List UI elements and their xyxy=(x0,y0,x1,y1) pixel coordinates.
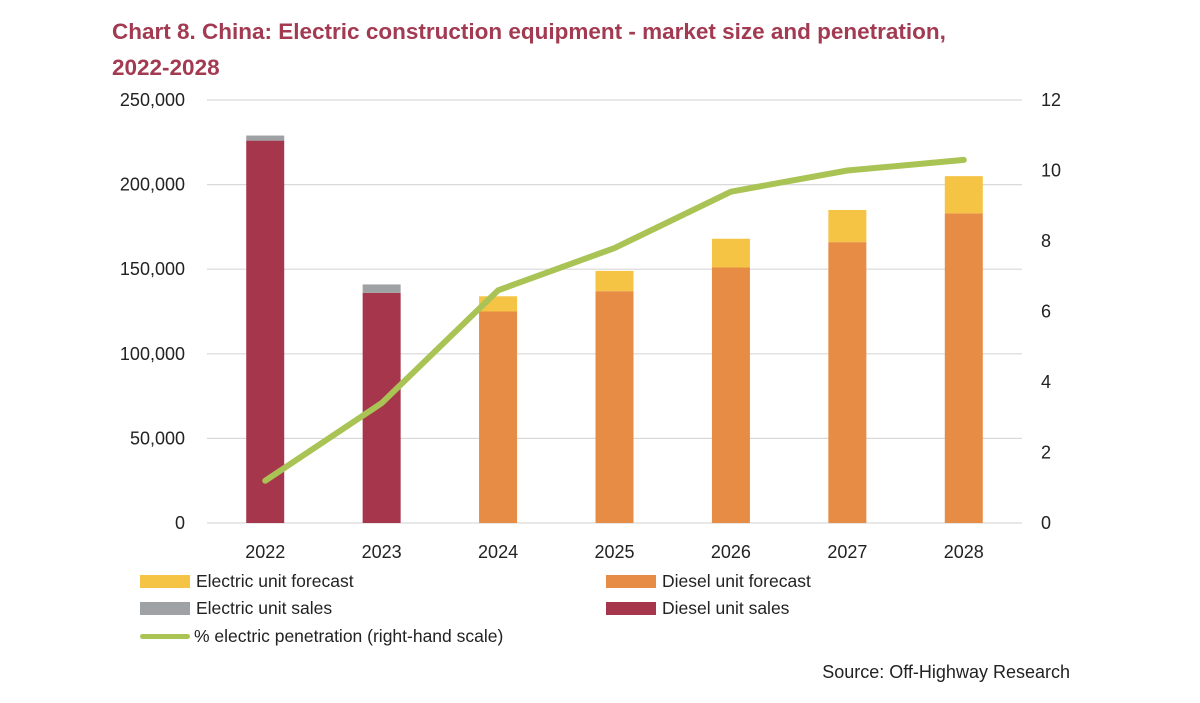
legend-item-diesel-forecast: Diesel unit forecast xyxy=(606,571,811,592)
bar-electric-unit-forecast xyxy=(595,270,634,292)
x-tick-label: 2022 xyxy=(245,542,285,560)
y-right-tick-label: 4 xyxy=(1041,372,1051,392)
y-left-tick-label: 50,000 xyxy=(130,428,185,448)
legend-swatch-penetration-line xyxy=(140,634,190,639)
y-right-tick-label: 6 xyxy=(1041,302,1051,322)
y-right-tick-label: 12 xyxy=(1041,90,1061,110)
chart-title: Chart 8. China: Electric construction eq… xyxy=(112,14,1112,86)
penetration-point xyxy=(381,402,383,404)
penetration-point xyxy=(497,289,499,291)
x-tick-label: 2026 xyxy=(711,542,751,560)
bar-electric-unit-sales xyxy=(362,284,401,293)
penetration-point xyxy=(264,480,266,482)
bar-diesel-unit-forecast xyxy=(828,242,867,524)
y-left-tick-label: 100,000 xyxy=(120,344,185,364)
bar-diesel-unit-forecast xyxy=(944,213,983,523)
bar-line-chart: 0 50,000 100,000 150,000 200,000 250,000 0 2 4 6 8… xyxy=(120,90,1061,560)
x-tick-label: 2024 xyxy=(478,542,518,560)
source-note: Source: Off-Highway Research xyxy=(822,662,1070,682)
bar-electric-unit-sales xyxy=(246,135,285,141)
legend-label-penetration: % electric penetration (right-hand scale… xyxy=(194,626,504,646)
y-right-tick-label: 10 xyxy=(1041,161,1061,181)
legend-label-electric-forecast: Electric unit forecast xyxy=(196,571,354,591)
bar-electric-unit-forecast xyxy=(944,176,983,214)
bar-diesel-unit-forecast xyxy=(711,267,750,523)
y-left-tick-label: 0 xyxy=(175,513,185,533)
legend-swatch-diesel-sales xyxy=(606,602,656,615)
y-left-tick-label: 150,000 xyxy=(120,259,185,279)
penetration-point xyxy=(846,170,848,171)
x-tick-label: 2028 xyxy=(944,542,984,560)
bar-diesel-unit-sales xyxy=(362,292,401,523)
legend-swatch-electric-forecast xyxy=(140,575,190,588)
bar-electric-unit-forecast xyxy=(828,209,867,243)
legend-label-diesel-forecast: Diesel unit forecast xyxy=(662,571,811,591)
x-tick-label: 2023 xyxy=(362,542,402,560)
x-tick-label: 2025 xyxy=(594,542,634,560)
y-right-tick-label: 2 xyxy=(1041,443,1051,463)
penetration-point xyxy=(614,247,615,249)
legend-item-penetration: % electric penetration (right-hand scale… xyxy=(140,626,503,647)
x-tick-label: 2027 xyxy=(827,542,867,560)
y-right-tick-label: 8 xyxy=(1041,231,1051,251)
bar-electric-unit-forecast xyxy=(711,238,750,268)
legend-item-diesel-sales: Diesel unit sales xyxy=(606,598,789,619)
legend-swatch-diesel-forecast xyxy=(606,575,656,588)
chart-title-line-1: Chart 8. China: Electric construction eq… xyxy=(112,19,946,44)
y-left-tick-label: 200,000 xyxy=(120,175,185,195)
penetration-point xyxy=(730,191,732,193)
legend-swatch-electric-sales xyxy=(140,602,190,615)
legend-label-diesel-sales: Diesel unit sales xyxy=(662,598,790,618)
bar-diesel-unit-sales xyxy=(246,140,285,523)
penetration-point xyxy=(963,159,965,161)
legend-item-electric-sales: Electric unit sales xyxy=(140,598,332,619)
chart-legend: Electric unit forecast Diesel unit forec… xyxy=(140,571,1040,661)
bar-diesel-unit-forecast xyxy=(479,311,518,523)
y-right-tick-label: 0 xyxy=(1041,513,1051,533)
chart-title-line-2: 2022-2028 xyxy=(112,55,220,80)
bar-diesel-unit-forecast xyxy=(595,291,634,523)
y-left-tick-label: 250,000 xyxy=(120,90,185,110)
legend-label-electric-sales: Electric unit sales xyxy=(196,598,333,618)
legend-item-electric-forecast: Electric unit forecast xyxy=(140,571,354,592)
